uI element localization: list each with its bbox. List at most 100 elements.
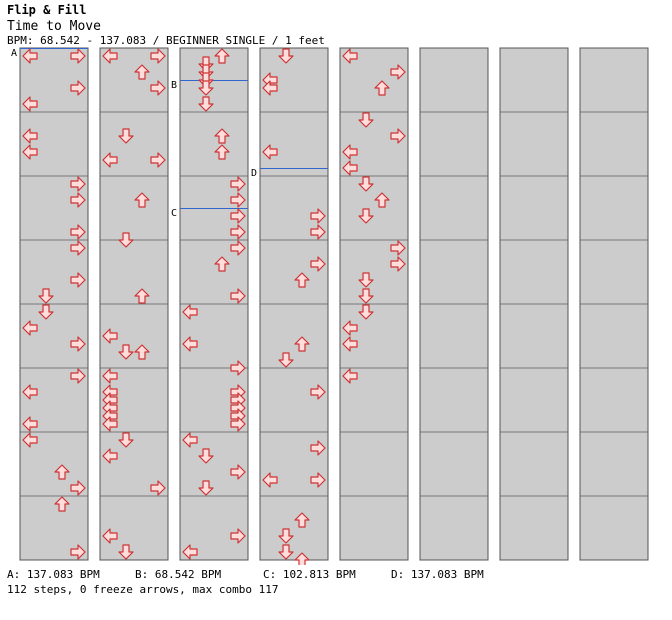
beat-stripe [500, 320, 568, 336]
arrow-down-icon [358, 176, 374, 192]
beat-stripe [500, 304, 568, 320]
beat-stripe [580, 192, 648, 208]
beat-stripe [260, 256, 328, 272]
arrow-left-icon [22, 144, 38, 160]
beat-stripe [500, 336, 568, 352]
beat-stripe [100, 416, 168, 432]
beat-stripe [260, 352, 328, 368]
beat-stripe [580, 80, 648, 96]
beat-stripe [100, 496, 168, 512]
beat-stripe [260, 224, 328, 240]
beat-stripe [260, 432, 328, 448]
beat-stripe [420, 256, 488, 272]
beat-stripe [340, 528, 408, 544]
beat-stripe [180, 384, 248, 400]
beat-stripe [340, 464, 408, 480]
beat-stripe [580, 176, 648, 192]
beat-stripe [20, 480, 88, 496]
beat-stripe [580, 48, 648, 64]
column-border [99, 47, 169, 561]
arrow-down-icon [38, 304, 54, 320]
arrow-down-icon [278, 528, 294, 544]
beat-stripe [180, 336, 248, 352]
beat-stripe [180, 176, 248, 192]
arrow-left-icon [262, 472, 278, 488]
beat-stripe [180, 112, 248, 128]
beat-stripe [260, 144, 328, 160]
arrow-down-icon [118, 432, 134, 448]
arrow-left-icon [102, 448, 118, 464]
beat-stripe [500, 272, 568, 288]
beat-stripe [500, 128, 568, 144]
beat-stripe [340, 224, 408, 240]
beat-stripe [260, 96, 328, 112]
arrow-left-icon [262, 80, 278, 96]
arrow-left-icon [182, 336, 198, 352]
beat-stripe [260, 304, 328, 320]
beat-stripe [580, 224, 648, 240]
beat-stripe [100, 256, 168, 272]
beat-stripe [20, 512, 88, 528]
beat-stripe [420, 368, 488, 384]
bpm-legend-d: D: 137.083 BPM [391, 568, 484, 581]
beat-stripe [580, 112, 648, 128]
beat-stripe [340, 352, 408, 368]
beat-stripe [500, 432, 568, 448]
beat-stripe [420, 512, 488, 528]
beat-stripe [420, 64, 488, 80]
beat-stripe [420, 240, 488, 256]
beat-stripe [180, 368, 248, 384]
beat-stripe [20, 144, 88, 160]
arrow-right-icon [310, 384, 326, 400]
arrow-up-icon [374, 192, 390, 208]
beat-stripe [100, 528, 168, 544]
arrow-down-icon [198, 480, 214, 496]
arrow-right-icon [70, 176, 86, 192]
beat-stripe [580, 496, 648, 512]
arrow-right-icon [70, 48, 86, 64]
beat-stripe [260, 64, 328, 80]
beat-stripe [20, 112, 88, 128]
beat-stripe [100, 384, 168, 400]
arrow-left-icon [342, 320, 358, 336]
beat-stripe [580, 336, 648, 352]
arrow-down-icon [118, 232, 134, 248]
beat-stripe [20, 240, 88, 256]
arrow-right-icon [230, 224, 246, 240]
arrow-left-icon [182, 304, 198, 320]
arrow-up-icon [134, 288, 150, 304]
arrow-right-icon [390, 256, 406, 272]
column-border [419, 47, 489, 561]
chart-column [259, 47, 329, 561]
beat-stripe [500, 384, 568, 400]
beat-stripe [580, 208, 648, 224]
arrow-left-icon [22, 96, 38, 112]
beat-stripe [20, 176, 88, 192]
beat-stripe [340, 160, 408, 176]
arrow-right-icon [70, 192, 86, 208]
beat-stripe [180, 496, 248, 512]
arrow-up-icon [214, 48, 230, 64]
arrow-up-icon [294, 336, 310, 352]
beat-stripe [420, 112, 488, 128]
beat-stripe [500, 176, 568, 192]
arrow-right-icon [230, 288, 246, 304]
beat-stripe [260, 416, 328, 432]
arrow-down-icon [38, 288, 54, 304]
beat-stripe [20, 416, 88, 432]
arrow-right-icon [230, 208, 246, 224]
beat-stripe [340, 336, 408, 352]
beat-stripe [500, 496, 568, 512]
chart-column [499, 47, 569, 561]
column-border [259, 47, 329, 561]
beat-stripe [420, 192, 488, 208]
beat-stripe [580, 480, 648, 496]
beat-stripe [580, 304, 648, 320]
beat-stripe [180, 208, 248, 224]
beat-stripe [340, 304, 408, 320]
beat-stripe [420, 464, 488, 480]
beat-stripe [260, 48, 328, 64]
beat-stripe [340, 288, 408, 304]
chart-column [99, 47, 169, 561]
beat-stripe [260, 336, 328, 352]
